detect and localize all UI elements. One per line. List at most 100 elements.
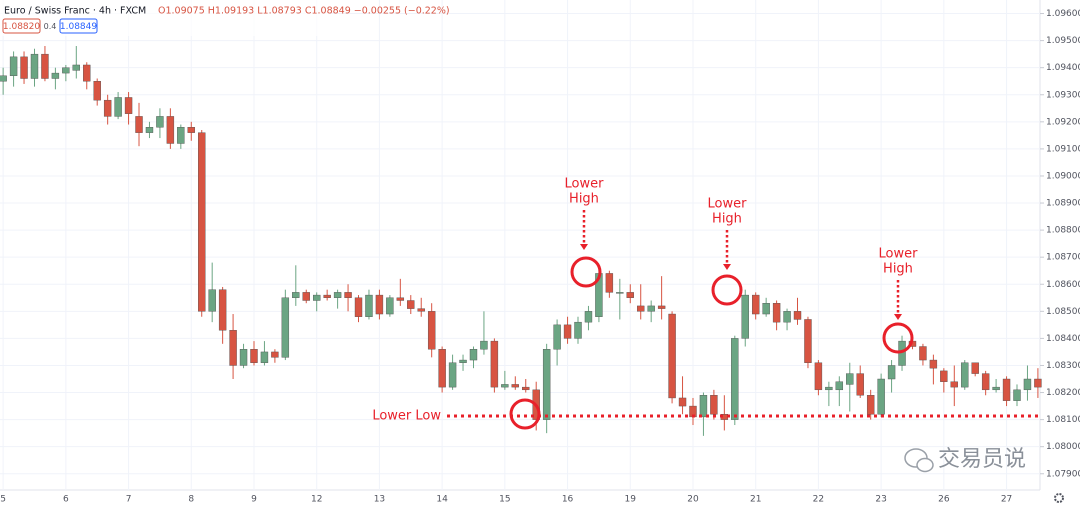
candle-body [20, 56, 28, 79]
y-tick-label: 1.08400 [1046, 334, 1080, 344]
candle-body [365, 294, 373, 317]
candle-body [626, 292, 634, 298]
candle-body [940, 370, 948, 382]
candle-body [981, 373, 990, 391]
header-bg [0, 0, 330, 36]
candle-body [846, 373, 854, 385]
watermark: 交易员说 [938, 447, 1026, 472]
candle-body [1023, 378, 1032, 391]
candle-body [30, 53, 39, 79]
x-tick-label: 19 [625, 495, 637, 505]
candle-body [866, 395, 875, 415]
candle-body [804, 319, 812, 363]
candle-body [480, 340, 488, 350]
candle-body [699, 395, 708, 418]
symbol: Euro / Swiss Franc · 4h · FXCM [4, 6, 146, 17]
candle-body [323, 294, 331, 298]
candle-body [229, 330, 237, 366]
candle-body [574, 321, 582, 339]
candle-body [354, 297, 363, 317]
x-tick-label: 12 [311, 495, 322, 505]
x-tick-label: 5 [0, 495, 6, 505]
candle-body [62, 67, 70, 74]
candle-body [511, 384, 519, 388]
candle-body [41, 53, 49, 79]
y-tick-label: 1.08100 [1046, 415, 1080, 425]
x-tick-label: 16 [562, 495, 574, 505]
x-tick-label: 6 [63, 495, 69, 505]
candle-body [239, 349, 248, 366]
spread: 0.4 [44, 22, 57, 31]
y-tick-label: 1.08700 [1046, 253, 1080, 263]
annotation-circle [509, 398, 541, 430]
annotation-line2: High [883, 262, 913, 277]
candle-body [166, 116, 175, 144]
candle-body [751, 294, 760, 315]
candle-body [605, 273, 614, 293]
candle-body [375, 294, 384, 315]
watermark-icon [904, 448, 934, 473]
candle-body [647, 305, 655, 312]
candle-body [992, 386, 1000, 391]
arrow-head [723, 264, 731, 270]
candle-body [522, 386, 530, 391]
candle-body [814, 362, 823, 391]
candle-body [187, 127, 195, 133]
x-tick-label: 22 [813, 495, 824, 505]
candle-body [281, 297, 290, 358]
x-tick-label: 21 [750, 495, 761, 505]
x-tick-label: 14 [436, 495, 448, 505]
candle-body [208, 289, 216, 312]
candle-body [198, 132, 206, 312]
candle-body [678, 397, 687, 407]
candle-body [124, 97, 133, 114]
candle-body [919, 346, 927, 361]
candles [0, 46, 1042, 436]
candle-body [835, 381, 844, 391]
candle-body [260, 351, 269, 363]
candle-body [292, 292, 300, 298]
annotation-line1: Lower [708, 197, 748, 212]
x-tick-label: 20 [687, 495, 699, 505]
x-tick-label: 26 [938, 495, 950, 505]
candle-body [710, 395, 718, 415]
candle-body [333, 292, 342, 298]
annotation-line2: High [712, 212, 742, 227]
candle-body [825, 386, 833, 391]
candle-body [93, 81, 101, 101]
candle-body [83, 64, 91, 82]
settings-icon[interactable] [1054, 493, 1064, 503]
candle-body [386, 297, 394, 315]
x-tick-label: 27 [1001, 495, 1012, 505]
y-tick-label: 1.08900 [1046, 199, 1080, 209]
candle-body [542, 349, 551, 420]
candle-body [417, 308, 425, 312]
candle-body [637, 305, 645, 312]
x-tick-label: 7 [126, 495, 132, 505]
candle-body [103, 99, 112, 117]
candle-body [0, 75, 7, 82]
annotation-circle [570, 256, 602, 288]
annotation-line1: Lower [879, 247, 919, 262]
x-tick-label: 9 [251, 495, 257, 505]
y-tick-label: 1.09500 [1046, 36, 1080, 46]
y-tick-label: 1.08500 [1046, 307, 1080, 317]
candle-body [72, 64, 81, 71]
candle-body [469, 349, 478, 361]
y-tick-label: 1.09200 [1046, 117, 1080, 127]
y-tick-label: 1.07900 [1046, 469, 1080, 479]
candle-body [856, 373, 864, 396]
candle-body [961, 362, 969, 388]
bid-box [2, 18, 41, 34]
candle-body [501, 384, 509, 388]
candle-body [929, 359, 938, 369]
candle-body [459, 359, 467, 363]
y-tick-label: 1.08600 [1046, 280, 1080, 290]
annotation-line1: Lower [565, 177, 605, 192]
annotation-line2: High [569, 192, 599, 207]
y-tick-label: 1.08300 [1046, 361, 1080, 371]
ohlc: O1.09075 H1.09193 L1.08793 C1.08849 −0.0… [158, 6, 450, 17]
